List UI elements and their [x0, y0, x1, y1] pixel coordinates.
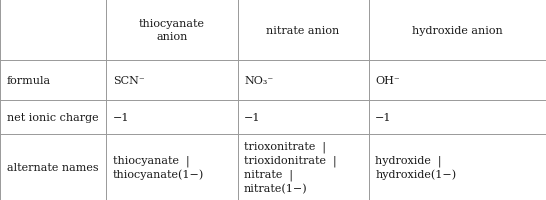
Text: −1: −1: [113, 112, 129, 122]
Text: hydroxide  |
hydroxide(1−): hydroxide | hydroxide(1−): [375, 155, 456, 179]
Text: SCN⁻: SCN⁻: [113, 76, 145, 85]
Text: hydroxide anion: hydroxide anion: [412, 26, 503, 35]
Text: thiocyanate
anion: thiocyanate anion: [139, 19, 205, 42]
Text: NO₃⁻: NO₃⁻: [244, 76, 274, 85]
Text: nitrate anion: nitrate anion: [266, 26, 340, 35]
Text: net ionic charge: net ionic charge: [7, 112, 98, 122]
Text: trioxonitrate  |
trioxidonitrate  |
nitrate  |
nitrate(1−): trioxonitrate | trioxidonitrate | nitrat…: [244, 140, 337, 194]
Text: −1: −1: [244, 112, 260, 122]
Text: thiocyanate  |
thiocyanate(1−): thiocyanate | thiocyanate(1−): [113, 155, 204, 179]
Text: alternate names: alternate names: [7, 162, 98, 172]
Text: formula: formula: [7, 76, 51, 85]
Text: −1: −1: [375, 112, 391, 122]
Text: OH⁻: OH⁻: [375, 76, 400, 85]
